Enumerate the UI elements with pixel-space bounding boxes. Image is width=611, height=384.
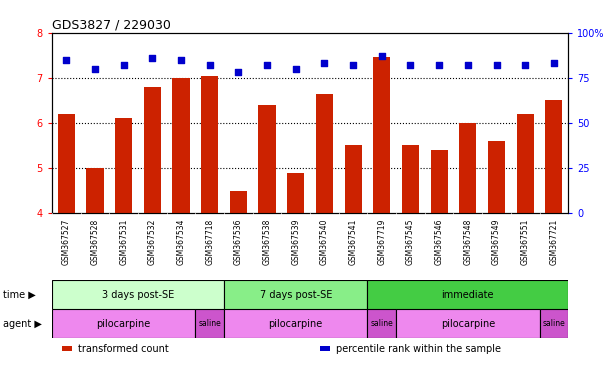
Point (119, 62, 128, 68)
Text: percentile rank within the sample: percentile rank within the sample (336, 344, 501, 354)
Bar (316, 94, 333, 213)
Text: GDS3827 / 229030: GDS3827 / 229030 (52, 18, 171, 31)
Text: pilocarpine: pilocarpine (269, 318, 323, 329)
Text: GSM367551: GSM367551 (521, 218, 530, 265)
Text: GSM367534: GSM367534 (177, 218, 186, 265)
Point (291, 66, 301, 72)
Text: agent ▶: agent ▶ (3, 318, 42, 329)
Text: GSM367549: GSM367549 (492, 218, 501, 265)
Text: GSM367532: GSM367532 (148, 218, 157, 265)
Bar (540, 309, 568, 338)
Point (205, 62, 214, 68)
Text: 7 days post-SE: 7 days post-SE (260, 290, 332, 300)
Bar (86, 168, 104, 213)
Text: GSM367719: GSM367719 (377, 218, 386, 265)
Bar (52, 309, 196, 338)
Bar (144, 87, 161, 213)
Text: GSM367541: GSM367541 (349, 218, 357, 265)
Text: GSM367539: GSM367539 (291, 218, 300, 265)
Point (377, 53, 387, 59)
Text: GSM367548: GSM367548 (463, 218, 472, 265)
Bar (367, 309, 396, 338)
Text: GSM367545: GSM367545 (406, 218, 415, 265)
Bar (52, 280, 224, 309)
Text: GSM367718: GSM367718 (205, 218, 214, 265)
Text: pilocarpine: pilocarpine (441, 318, 495, 329)
Bar (320, 346, 330, 351)
Text: saline: saline (543, 319, 565, 328)
Bar (345, 146, 362, 213)
Text: GSM367527: GSM367527 (62, 218, 71, 265)
Point (90, 66, 100, 72)
Bar (201, 76, 218, 213)
Point (492, 62, 502, 68)
Point (463, 62, 473, 68)
Point (61, 56, 71, 63)
Text: GSM367540: GSM367540 (320, 218, 329, 265)
Bar (431, 150, 448, 213)
Point (348, 62, 358, 68)
Point (434, 62, 444, 68)
Bar (459, 123, 477, 213)
Text: immediate: immediate (442, 290, 494, 300)
Point (320, 60, 329, 66)
Text: saline: saline (199, 319, 221, 328)
Bar (488, 141, 505, 213)
Bar (115, 118, 132, 213)
Text: time ▶: time ▶ (3, 290, 36, 300)
Bar (517, 114, 534, 213)
Point (147, 55, 157, 61)
Bar (258, 105, 276, 213)
Bar (57, 114, 75, 213)
Bar (402, 146, 419, 213)
Bar (373, 58, 390, 213)
Point (233, 69, 243, 75)
Bar (396, 309, 540, 338)
Text: GSM367531: GSM367531 (119, 218, 128, 265)
Bar (196, 309, 224, 338)
Bar (224, 309, 367, 338)
Point (549, 60, 559, 66)
Point (406, 62, 415, 68)
Text: GSM367721: GSM367721 (549, 218, 558, 265)
Point (176, 56, 186, 63)
Bar (224, 280, 367, 309)
Point (262, 62, 272, 68)
Bar (367, 280, 568, 309)
Text: GSM367546: GSM367546 (434, 218, 444, 265)
Text: GSM367528: GSM367528 (90, 218, 100, 265)
Text: pilocarpine: pilocarpine (97, 318, 151, 329)
Text: transformed count: transformed count (78, 344, 169, 354)
Text: 3 days post-SE: 3 days post-SE (102, 290, 174, 300)
Bar (172, 78, 189, 213)
Text: GSM367538: GSM367538 (263, 218, 271, 265)
Text: saline: saline (370, 319, 393, 328)
Bar (230, 190, 247, 213)
Bar (62, 346, 71, 351)
Bar (545, 100, 563, 213)
Point (521, 62, 530, 68)
Bar (287, 172, 304, 213)
Text: GSM367536: GSM367536 (234, 218, 243, 265)
